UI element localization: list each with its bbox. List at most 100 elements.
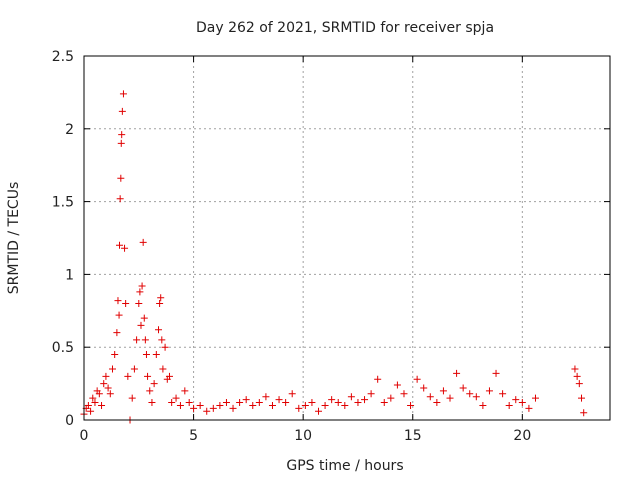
data-point [158, 336, 166, 344]
x-axis-label: GPS time / hours [286, 458, 403, 474]
y-tick-label: 1 [65, 267, 74, 283]
data-point [121, 244, 129, 252]
y-tick-label: 0.5 [52, 340, 74, 356]
data-point [413, 375, 421, 383]
data-point [288, 390, 296, 398]
data-point [236, 399, 244, 407]
data-point [479, 401, 487, 409]
data-point [138, 282, 146, 290]
data-point [111, 350, 119, 358]
data-point [152, 350, 160, 358]
data-point [361, 396, 369, 404]
data-point [222, 399, 230, 407]
data-point [531, 394, 539, 402]
data-point [453, 369, 461, 377]
data-point [268, 401, 276, 409]
data-point [374, 375, 382, 383]
data-point [155, 326, 163, 334]
data-point [242, 396, 250, 404]
data-point [321, 401, 329, 409]
data-point [400, 390, 408, 398]
data-point [117, 139, 125, 147]
x-tick-label: 0 [80, 428, 89, 444]
data-point [571, 365, 579, 373]
data-point [172, 394, 180, 402]
x-tick-label: 5 [189, 428, 198, 444]
data-point [347, 393, 355, 401]
data-point [575, 380, 583, 388]
y-tick-labels: 0 0.5 1 1.5 2 2.5 [52, 49, 74, 429]
data-point [114, 297, 122, 305]
data-point [301, 401, 309, 409]
data-point [141, 336, 149, 344]
data-point [139, 238, 147, 246]
data-point [157, 294, 165, 302]
data-point [100, 380, 108, 388]
data-point [135, 300, 143, 308]
data-point [354, 399, 362, 407]
data-point [512, 396, 520, 404]
data-point [203, 407, 211, 415]
data-point [499, 390, 507, 398]
data-point [140, 314, 148, 322]
data-point [262, 393, 270, 401]
grid-lines [84, 56, 610, 420]
data-point [89, 394, 97, 402]
data-point [118, 107, 126, 115]
data-point [249, 401, 257, 409]
data-point [124, 372, 132, 380]
x-tick-label: 15 [404, 428, 422, 444]
axis-ticks [83, 55, 610, 421]
data-point [148, 399, 156, 407]
data-point [102, 372, 110, 380]
data-point [117, 174, 125, 182]
data-point [255, 399, 263, 407]
x-tick-label: 20 [513, 428, 531, 444]
data-point [113, 329, 121, 337]
plot-frame [83, 55, 611, 421]
data-point [433, 399, 441, 407]
data-points [80, 90, 588, 424]
data-point [341, 401, 349, 409]
data-point [209, 404, 217, 412]
data-point [190, 404, 198, 412]
data-point [95, 390, 103, 398]
data-point [161, 343, 169, 351]
data-point [485, 387, 493, 395]
data-point [116, 195, 124, 203]
data-point [156, 300, 164, 308]
data-point [459, 384, 467, 392]
data-point [122, 300, 130, 308]
data-point [87, 407, 95, 415]
data-point [196, 401, 204, 409]
data-point [128, 394, 136, 402]
data-point [328, 396, 336, 404]
data-point [150, 380, 158, 388]
data-point [159, 365, 167, 373]
data-point [104, 384, 112, 392]
data-point [580, 409, 588, 417]
chart-title: Day 262 of 2021, SRMTID for receiver spj… [196, 20, 494, 36]
data-point [275, 396, 283, 404]
data-point [91, 399, 99, 407]
data-point [185, 399, 193, 407]
data-point [142, 350, 150, 358]
data-point [380, 399, 388, 407]
data-point [144, 372, 152, 380]
data-point [308, 399, 316, 407]
data-point [439, 387, 447, 395]
data-point [367, 390, 375, 398]
data-point [472, 393, 480, 401]
data-point [118, 131, 126, 139]
x-tick-labels: 0 5 10 15 20 [80, 428, 532, 444]
data-point [387, 394, 395, 402]
data-point [573, 372, 581, 380]
data-point [426, 393, 434, 401]
y-tick-label: 2 [65, 122, 74, 138]
data-point [176, 401, 184, 409]
data-point [98, 401, 106, 409]
data-point [505, 401, 513, 409]
data-point [295, 404, 303, 412]
